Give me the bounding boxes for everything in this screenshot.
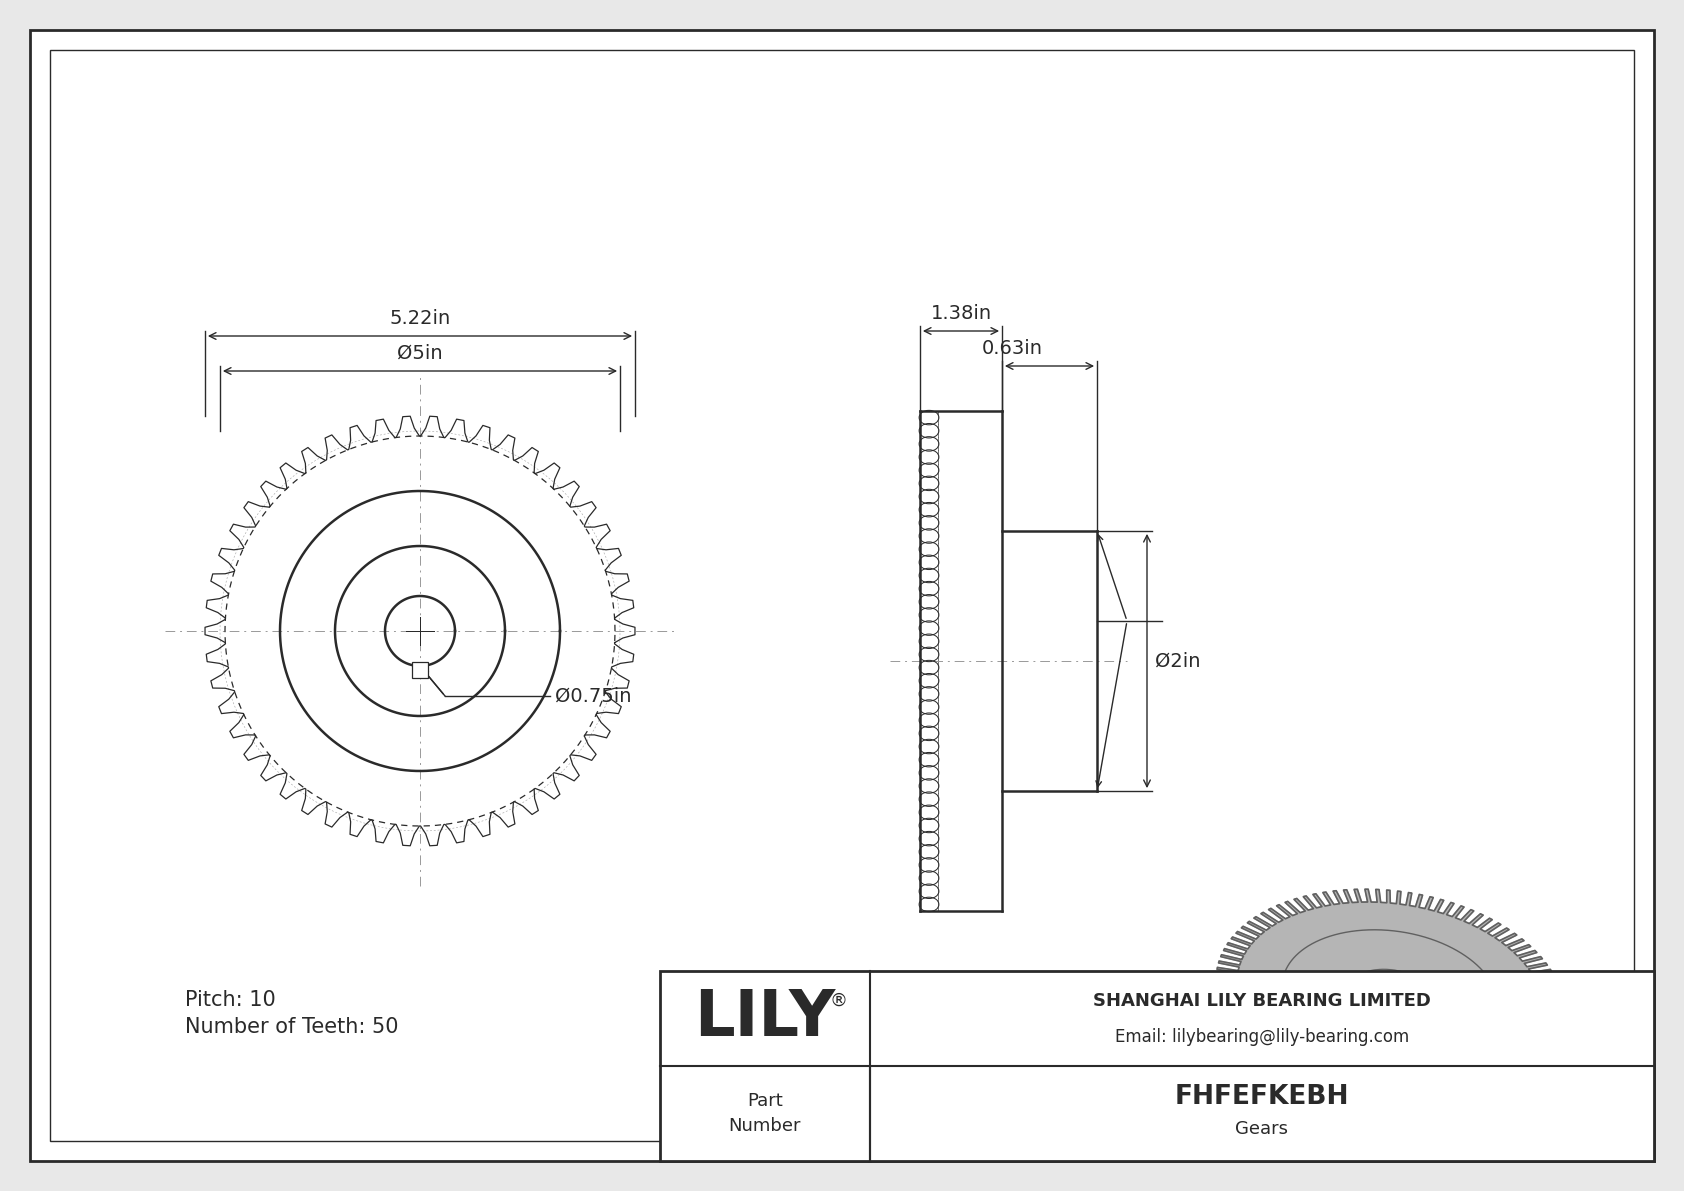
Polygon shape (1347, 969, 1433, 1023)
Polygon shape (1216, 890, 1564, 1103)
Text: LILY: LILY (694, 987, 835, 1049)
Text: Ø5in: Ø5in (397, 344, 443, 363)
Text: Email: lilybearing@lily-bearing.com: Email: lilybearing@lily-bearing.com (1115, 1028, 1410, 1046)
Text: Ø2in: Ø2in (1155, 651, 1201, 671)
Text: 0.63in: 0.63in (982, 339, 1042, 358)
Text: FHFEFKEBH: FHFEFKEBH (1175, 1085, 1349, 1110)
Text: Part
Number: Part Number (729, 1092, 802, 1135)
Text: Ø0.75in: Ø0.75in (556, 686, 632, 705)
Text: Gears: Gears (1236, 1121, 1288, 1139)
Text: SHANGHAI LILY BEARING LIMITED: SHANGHAI LILY BEARING LIMITED (1093, 991, 1431, 1010)
Text: 1.38in: 1.38in (931, 304, 992, 323)
Text: Pitch: 10: Pitch: 10 (185, 990, 276, 1010)
Bar (413, 662, 428, 678)
Text: Number of Teeth: 50: Number of Teeth: 50 (185, 1017, 399, 1037)
Text: ®: ® (829, 991, 847, 1010)
Polygon shape (1282, 930, 1497, 1062)
Text: 5.22in: 5.22in (389, 308, 451, 328)
Bar (660, 971, 1654, 1161)
Bar (660, 971, 1654, 1161)
